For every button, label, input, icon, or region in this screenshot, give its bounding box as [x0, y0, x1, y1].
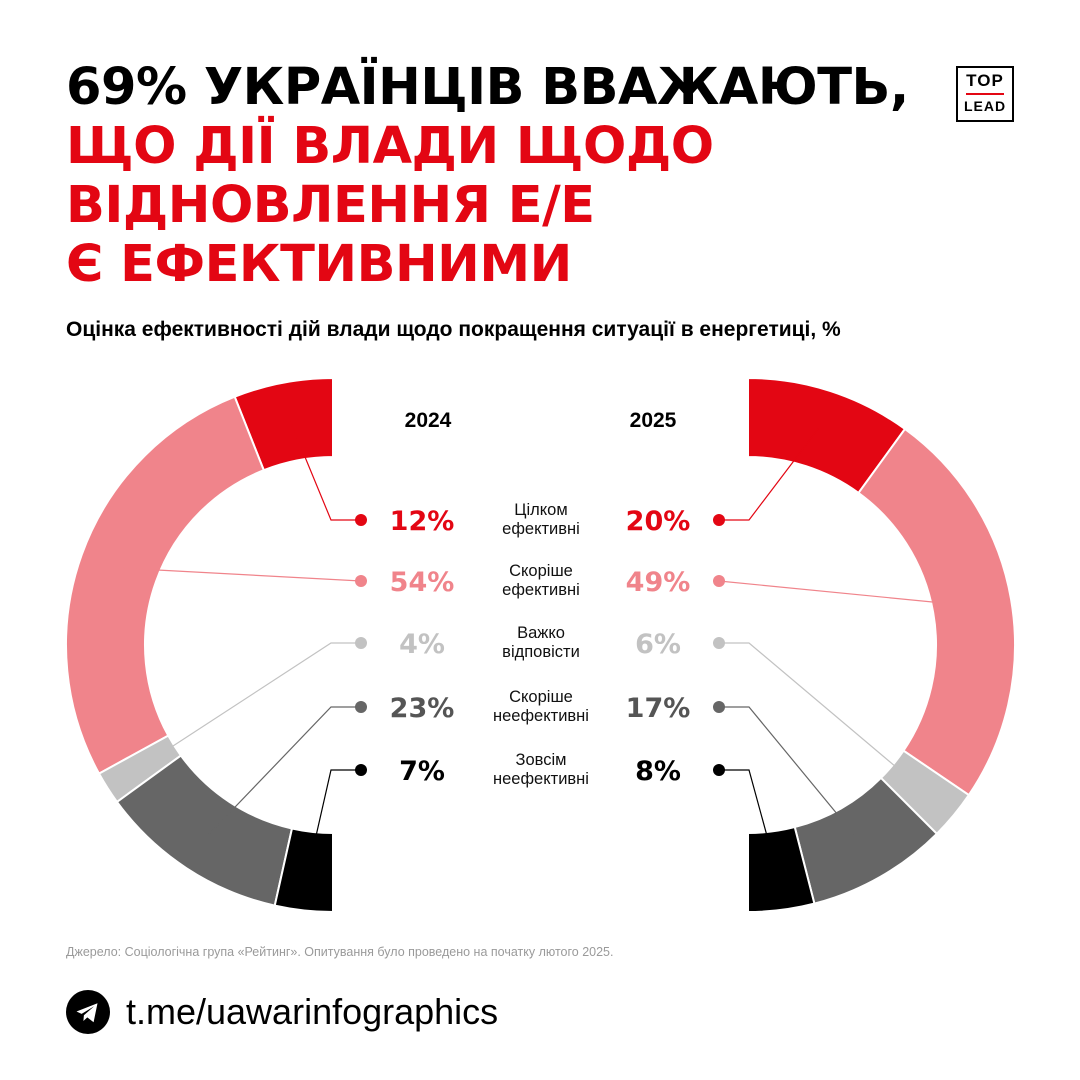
leader-line-2024-rather-ineffective — [207, 706, 361, 836]
category-label-rather-effective-line-2: ефективні — [502, 581, 580, 599]
leader-line-2024-fully-ineffective — [307, 769, 361, 872]
value-label-2025-fully-effective: 20% — [626, 506, 691, 537]
category-label-fully-ineffective-line-2: неефективні — [493, 770, 589, 788]
value-label-2024-fully-effective: 12% — [390, 506, 455, 537]
year-label-2024: 2024 — [405, 409, 452, 432]
value-label-2025-rather-effective: 49% — [626, 567, 691, 598]
leader-line-2025-fully-ineffective — [719, 769, 778, 871]
slice-2024-rather-effective — [65, 395, 266, 775]
category-label-fully-effective-line-1: Цілком — [514, 501, 567, 519]
category-label-hard-to-say-line-1: Важко — [517, 624, 565, 642]
category-label-rather-ineffective-line-1: Скоріше — [509, 688, 573, 706]
category-label-rather-effective-line-1: Скоріше — [509, 562, 573, 580]
top-lead-logo: TOP LEAD — [956, 66, 1014, 122]
title-line-4: Є ЕФЕКТИВНИМИ — [66, 235, 572, 294]
marker-dot-2024-rather-ineffective — [355, 701, 367, 713]
year-label-2025: 2025 — [630, 409, 677, 432]
marker-dot-2025-fully-ineffective — [713, 764, 725, 776]
title-line-1: 69% УКРАЇНЦІВ ВВАЖАЮТЬ, — [66, 58, 909, 117]
value-label-2024-rather-ineffective: 23% — [390, 693, 455, 724]
category-label-rather-ineffective-line-2: неефективні — [493, 707, 589, 725]
category-label-hard-to-say-line-2: відповісти — [502, 643, 580, 661]
marker-dot-2025-hard-to-say — [713, 637, 725, 649]
logo-top-text: TOP — [966, 71, 1004, 90]
leader-line-2024-hard-to-say — [140, 642, 361, 768]
telegram-icon — [66, 990, 110, 1034]
value-label-2025-hard-to-say: 6% — [635, 629, 681, 660]
marker-dot-2025-rather-ineffective — [713, 701, 725, 713]
logo-bottom-text: LEAD — [963, 98, 1007, 114]
slice-2025-rather-effective — [857, 427, 1017, 797]
marker-dot-2025-fully-effective — [713, 514, 725, 526]
slice-2024-fully-ineffective — [273, 827, 334, 914]
leader-line-2025-rather-effective — [718, 580, 973, 607]
chart-subtitle: Оцінка ефективності дій влади щодо покра… — [66, 318, 841, 341]
value-label-2024-fully-ineffective: 7% — [399, 756, 445, 787]
marker-dot-2024-rather-effective — [355, 575, 367, 587]
leader-line-2024-fully-effective — [289, 421, 361, 521]
category-label-fully-ineffective-line-1: Зовсім — [516, 751, 567, 769]
source-note: Джерело: Соціологічна група «Рейтинг». О… — [66, 945, 614, 959]
value-label-2025-fully-ineffective: 8% — [635, 756, 681, 787]
telegram-link[interactable]: t.me/uawarinfographics — [126, 991, 499, 1032]
value-label-2024-rather-effective: 54% — [390, 567, 455, 598]
leader-line-2025-rather-ineffective — [719, 706, 862, 843]
category-label-fully-effective-line-2: ефективні — [502, 520, 580, 538]
page-title: 69% УКРАЇНЦІВ ВВАЖАЮТЬ, ЩО ДІЇ ВЛАДИ ЩОД… — [66, 58, 909, 294]
title-line-3: ВІДНОВЛЕННЯ Е/Е — [66, 176, 595, 235]
marker-dot-2024-fully-ineffective — [355, 764, 367, 776]
marker-dot-2025-rather-effective — [713, 575, 725, 587]
leader-line-2025-hard-to-say — [719, 642, 924, 791]
slice-2025-fully-ineffective — [747, 825, 816, 914]
marker-dot-2024-hard-to-say — [355, 637, 367, 649]
leader-line-2024-rather-effective — [118, 567, 362, 582]
value-label-2024-hard-to-say: 4% — [399, 629, 445, 660]
title-line-2: ЩО ДІЇ ВЛАДИ ЩОДО — [66, 117, 714, 176]
marker-dot-2024-fully-effective — [355, 514, 367, 526]
logo-divider — [966, 93, 1004, 95]
leader-line-2025-fully-effective — [719, 428, 819, 521]
value-label-2025-rather-ineffective: 17% — [626, 693, 691, 724]
